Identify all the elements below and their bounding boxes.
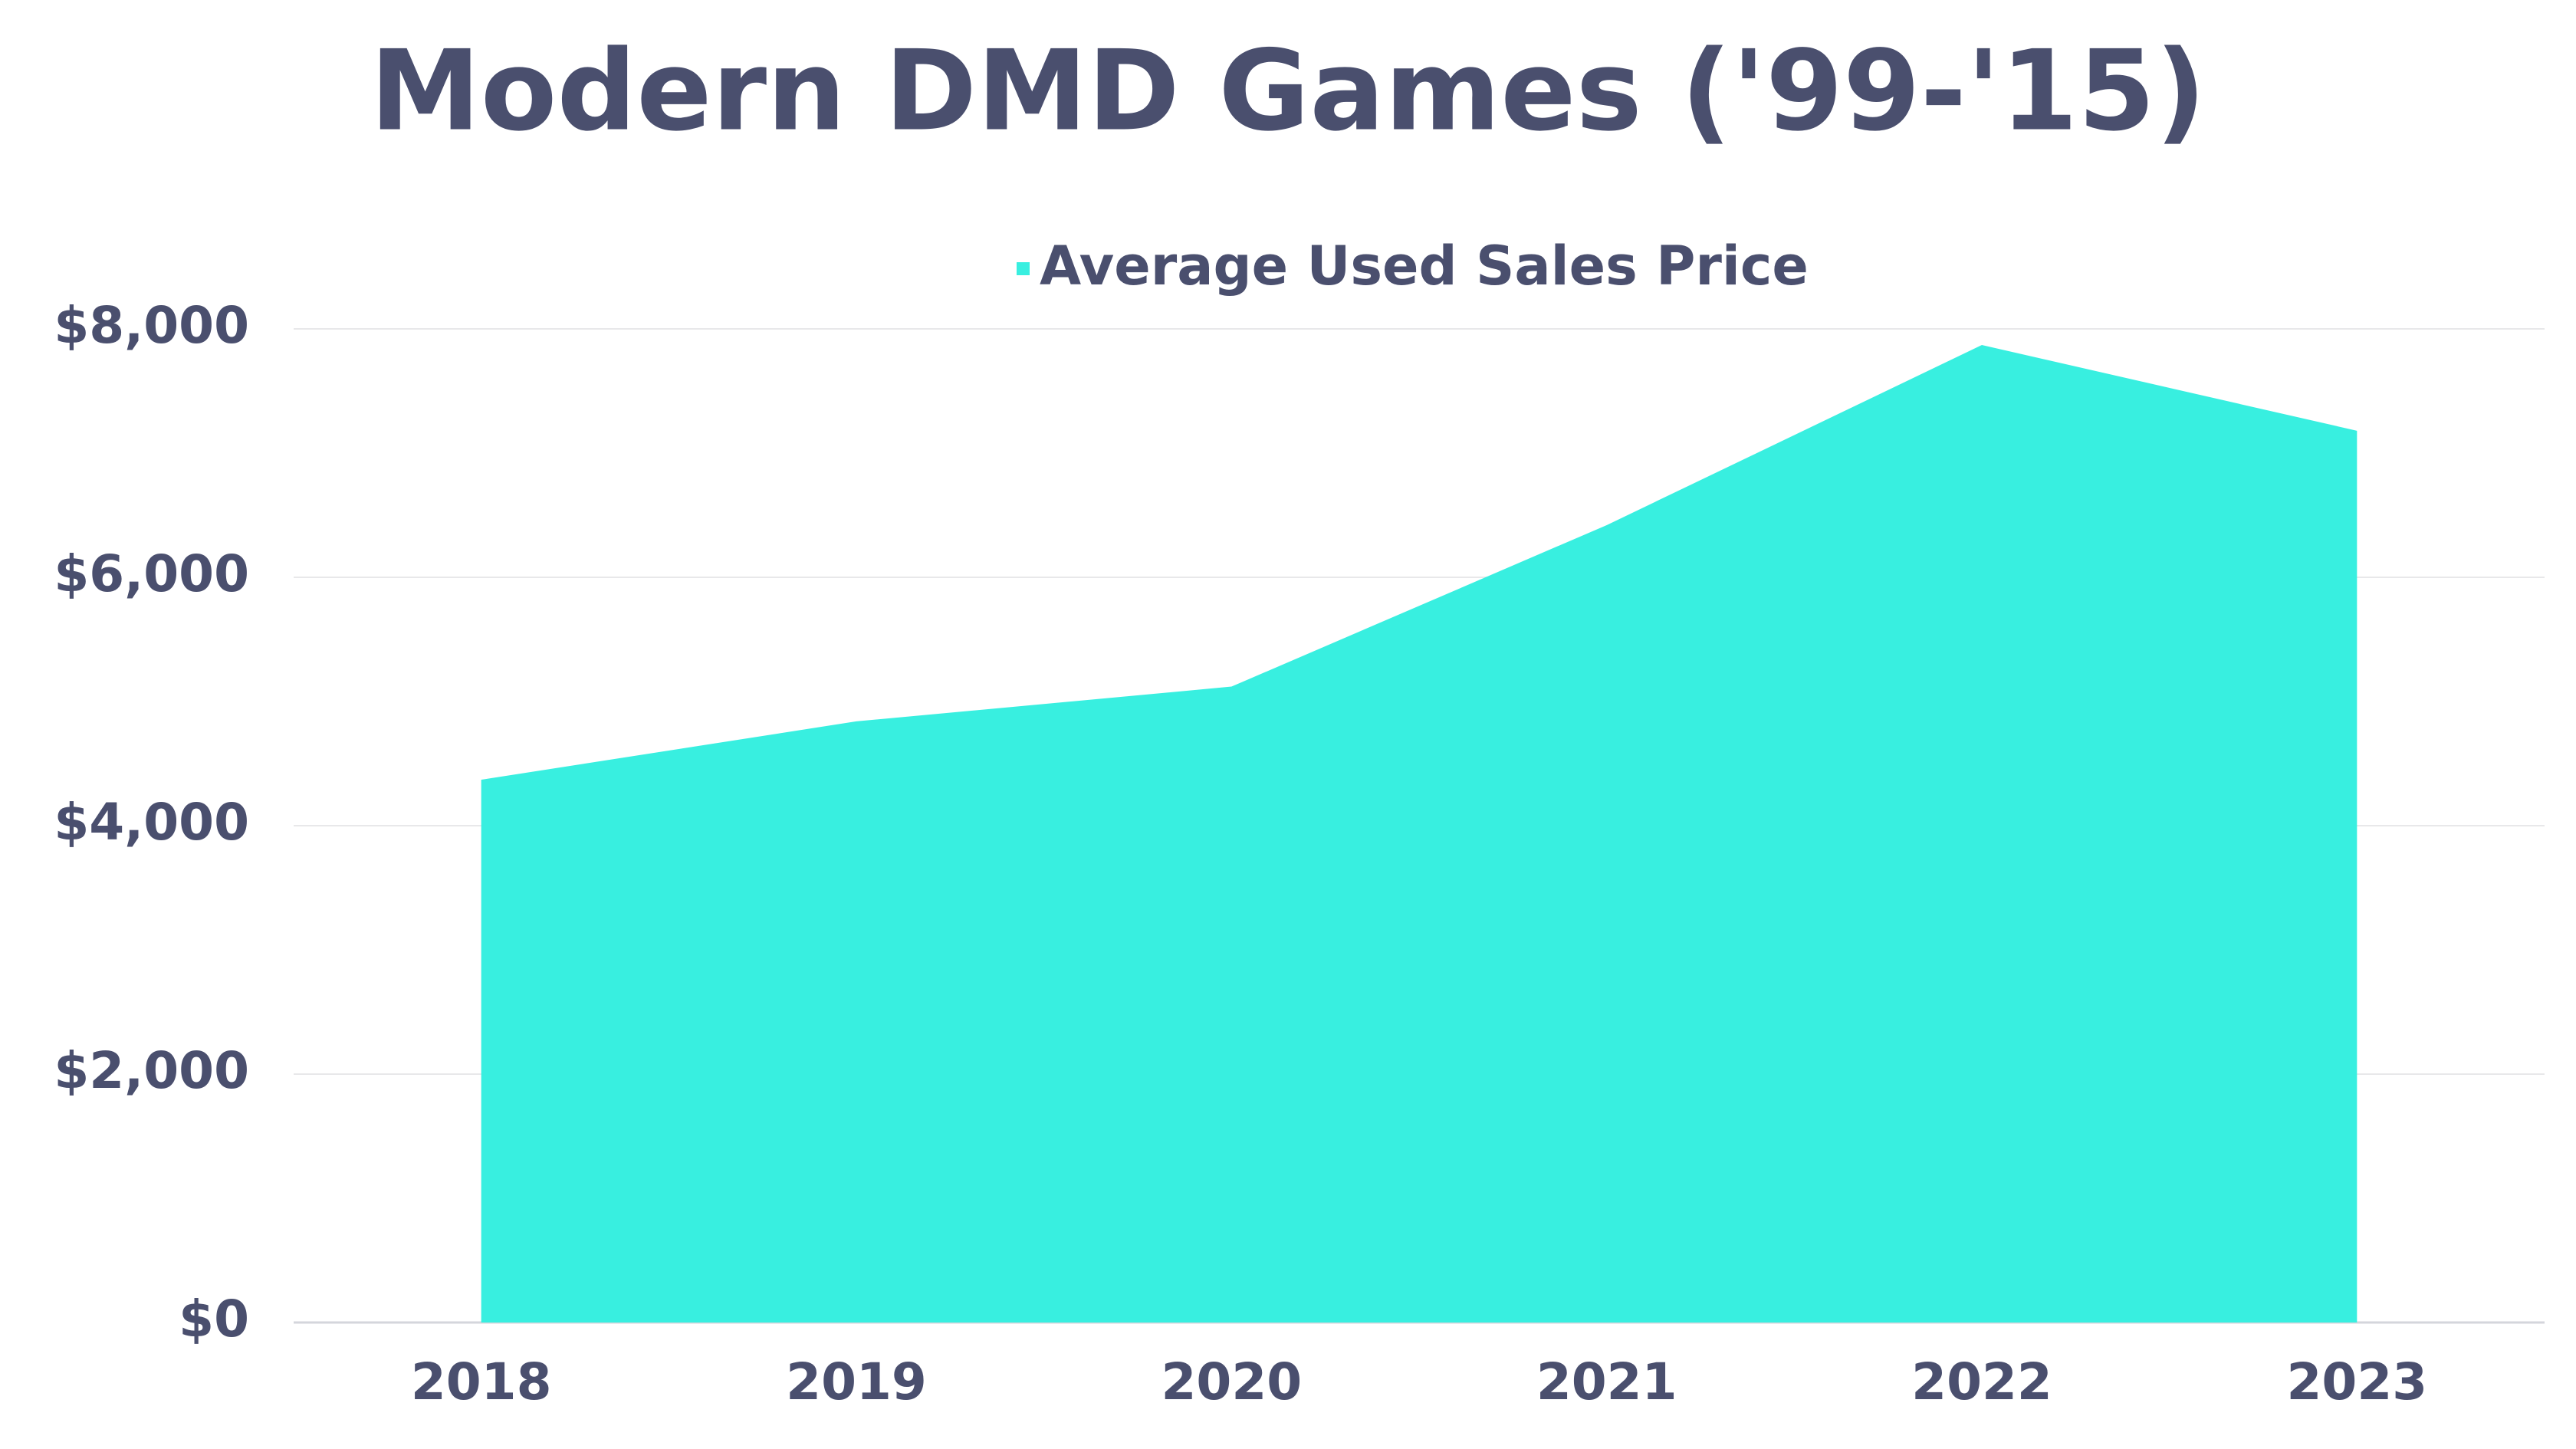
x-tick-label: 2020	[1161, 1352, 1302, 1411]
chart-title: Modern DMD Games ('99-'15)	[370, 27, 2206, 156]
area	[481, 345, 2358, 1322]
y-tick-label: $2,000	[54, 1041, 249, 1100]
y-tick-label: $0	[179, 1290, 249, 1349]
y-tick-label: $6,000	[54, 544, 249, 603]
legend-swatch	[1017, 262, 1030, 275]
y-tick-label: $8,000	[54, 296, 249, 355]
legend-label: Average Used Sales Price	[1040, 235, 1809, 297]
x-tick-label: 2022	[1911, 1352, 2052, 1411]
y-tick-label: $4,000	[54, 793, 249, 852]
x-tick-label: 2019	[786, 1352, 927, 1411]
x-tick-label: 2021	[1536, 1352, 1677, 1411]
x-tick-label: 2018	[411, 1352, 552, 1411]
x-tick-label: 2023	[2286, 1352, 2427, 1411]
